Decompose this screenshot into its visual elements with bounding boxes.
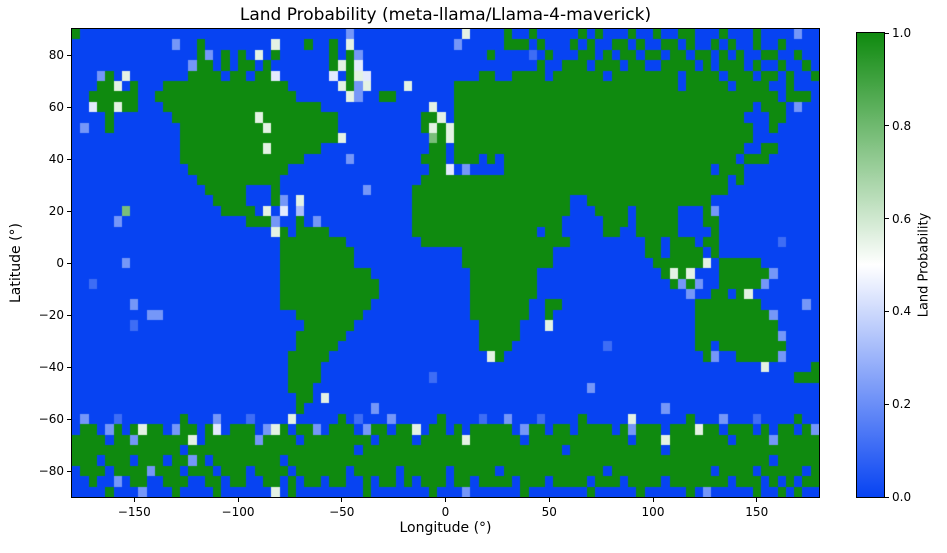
x-tick-mark xyxy=(548,498,550,502)
colorbar-tick-mark xyxy=(885,32,889,34)
colorbar-tick-label: 0.2 xyxy=(892,397,912,412)
x-tick-label: 100 xyxy=(641,505,665,519)
colorbar-gradient xyxy=(857,33,884,497)
y-tick-mark xyxy=(67,106,71,108)
x-tick-mark xyxy=(237,498,239,502)
colorbar-tick-mark xyxy=(885,310,889,312)
y-tick-mark xyxy=(67,262,71,264)
y-tick-label: 40 xyxy=(48,152,64,166)
y-tick-mark xyxy=(67,418,71,420)
y-tick-mark xyxy=(67,470,71,472)
heatmap-canvas xyxy=(72,29,819,497)
y-tick-mark xyxy=(67,366,71,368)
plot-area xyxy=(71,28,820,498)
x-tick-mark xyxy=(341,498,343,502)
colorbar-tick-mark xyxy=(885,403,889,405)
x-tick-label: 50 xyxy=(541,505,557,519)
chart-title: Land Probability (meta-llama/Llama-4-mav… xyxy=(239,5,652,25)
colorbar-label: Land Probability xyxy=(916,212,932,318)
colorbar-tick-label: 0.6 xyxy=(892,211,912,226)
x-tick-mark xyxy=(133,498,135,502)
colorbar-tick-label: 0.8 xyxy=(892,118,912,133)
y-tick-label: −80 xyxy=(38,464,64,478)
x-tick-label: 0 xyxy=(441,505,450,519)
x-tick-label: −50 xyxy=(329,505,355,519)
y-tick-label: 60 xyxy=(48,100,64,114)
y-tick-label: −20 xyxy=(38,308,64,322)
y-tick-mark xyxy=(67,210,71,212)
x-tick-label: 150 xyxy=(745,505,769,519)
y-tick-mark xyxy=(67,314,71,316)
colorbar-tick-label: 0.0 xyxy=(892,490,912,504)
colorbar xyxy=(856,32,885,498)
y-tick-label: 0 xyxy=(56,256,64,270)
y-axis-label: Latitude (°) xyxy=(8,223,24,303)
colorbar-tick-label: 1.0 xyxy=(892,26,912,40)
y-tick-label: 80 xyxy=(48,48,64,62)
y-tick-mark xyxy=(67,54,71,56)
x-tick-label: −150 xyxy=(117,505,151,519)
colorbar-tick-mark xyxy=(885,125,889,127)
x-tick-mark xyxy=(445,498,446,502)
y-tick-mark xyxy=(67,158,71,160)
x-axis-label: Longitude (°) xyxy=(399,520,492,536)
y-tick-label: 20 xyxy=(48,204,64,218)
y-tick-label: −60 xyxy=(38,412,64,426)
x-tick-label: −100 xyxy=(221,505,255,519)
colorbar-tick-mark xyxy=(885,496,889,498)
colorbar-tick-mark xyxy=(885,218,889,220)
y-tick-label: −40 xyxy=(38,360,64,374)
x-tick-mark xyxy=(756,498,758,502)
x-tick-mark xyxy=(652,498,654,502)
colorbar-tick-label: 0.4 xyxy=(892,304,912,319)
